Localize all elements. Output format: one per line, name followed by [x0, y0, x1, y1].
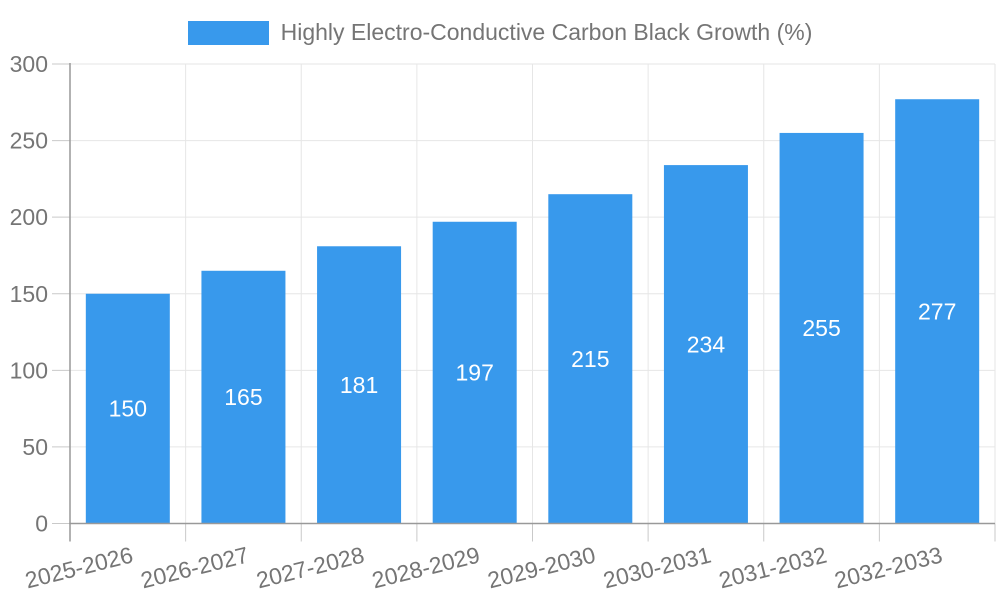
y-axis-label: 50	[22, 434, 48, 460]
x-axis-label: 2028-2029	[369, 541, 482, 593]
bar-value-label: 150	[109, 396, 147, 422]
bar-2031-2032[interactable]	[779, 132, 864, 524]
x-axis-label: 2027-2028	[254, 541, 367, 593]
y-axis-label: 300	[10, 51, 48, 77]
bar-2029-2030[interactable]	[548, 194, 633, 524]
y-axis-label: 150	[10, 281, 48, 307]
x-axis-label: 2032-2033	[832, 541, 945, 593]
bar-value-label: 181	[340, 372, 378, 398]
x-axis-label: 2026-2027	[138, 541, 251, 593]
x-axis-label: 2030-2031	[601, 541, 714, 593]
bar-value-label: 197	[456, 360, 494, 386]
x-axis-label: 2031-2032	[716, 541, 829, 593]
bar-2027-2028[interactable]	[317, 246, 402, 524]
bar-2026-2027[interactable]	[201, 270, 286, 524]
y-axis-label: 250	[10, 128, 48, 154]
legend-swatch	[187, 20, 269, 45]
y-axis-label: 100	[10, 357, 48, 383]
y-axis-label: 200	[10, 204, 48, 230]
bar-2030-2031[interactable]	[663, 165, 748, 524]
bar-value-label: 234	[687, 331, 726, 357]
bar-2025-2026[interactable]	[85, 293, 170, 524]
y-axis-label: 0	[35, 511, 48, 537]
bar-2028-2029[interactable]	[432, 221, 517, 524]
legend-label: Highly Electro-Conductive Carbon Black G…	[280, 19, 813, 45]
bar-value-label: 165	[224, 384, 262, 410]
bar-value-label: 255	[802, 315, 840, 341]
x-axis-label: 2025-2026	[22, 541, 135, 593]
bar-value-label: 277	[918, 298, 956, 324]
x-axis-label: 2029-2030	[485, 541, 598, 593]
legend-item[interactable]: Highly Electro-Conductive Carbon Black G…	[0, 19, 1000, 46]
bar-2032-2033[interactable]	[895, 99, 980, 524]
bar-value-label: 215	[571, 346, 609, 372]
